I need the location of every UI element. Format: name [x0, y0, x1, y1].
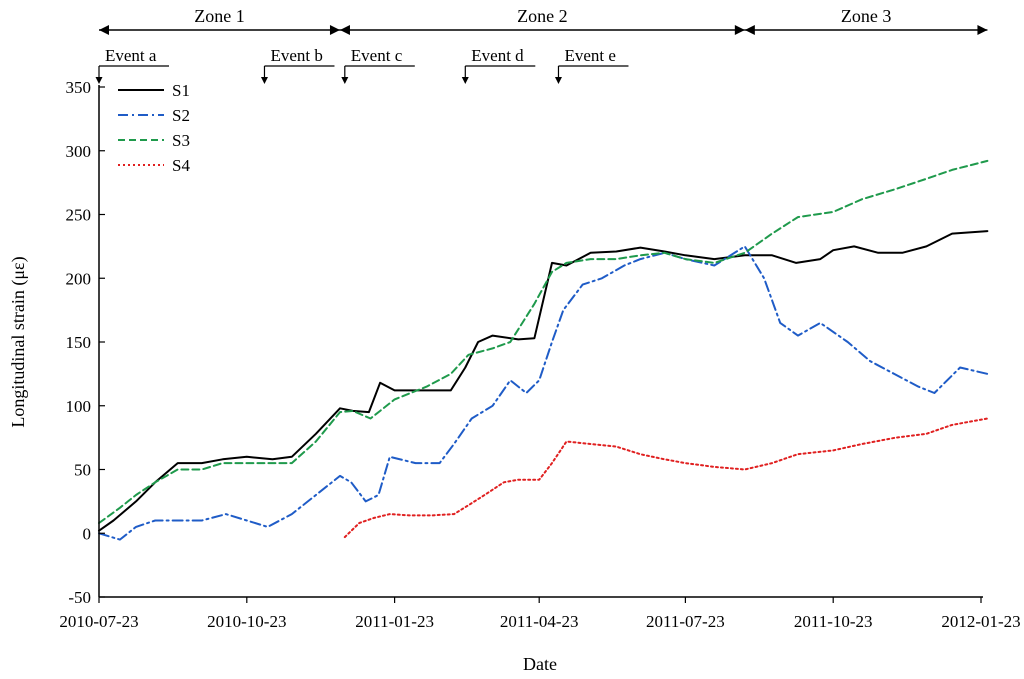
event-arrowhead — [554, 77, 562, 84]
legend-label-s2: S2 — [172, 106, 190, 125]
event-arrowhead — [341, 77, 349, 84]
legend-label-s4: S4 — [172, 156, 190, 175]
series-lines — [98, 159, 989, 541]
x-tick-label: 2011-07-23 — [646, 612, 725, 631]
zone-annotations: Zone 1 Zone 2 Zone 3 — [99, 6, 988, 35]
x-tick-label: 2010-10-23 — [207, 612, 286, 631]
zone-label: Zone 1 — [194, 6, 244, 26]
event-label: Event b — [270, 46, 322, 65]
y-tick-label: 100 — [66, 397, 92, 416]
zone-arrowhead-left — [744, 25, 755, 35]
event-label: Event d — [471, 46, 524, 65]
legend: S1 S2 S3 S4 — [118, 81, 190, 175]
series-line-s3 — [98, 159, 989, 524]
axes: -50 0 50 100 150 200 250 300 350 2010-07-23 2010-1… — [8, 78, 1021, 674]
zone-arrowhead-right — [734, 25, 745, 35]
y-axis-title: Longitudinal strain (με) — [8, 256, 29, 427]
y-tick-label: 300 — [66, 142, 92, 161]
series-line-s2 — [98, 245, 989, 541]
series-line-s4 — [343, 417, 989, 539]
event-label: Event e — [564, 46, 615, 65]
y-tick-label: 250 — [66, 206, 92, 225]
event-label: Event a — [105, 46, 157, 65]
zone-arrowhead-left — [99, 25, 109, 35]
x-tick-label: 2010-07-23 — [59, 612, 138, 631]
x-tick-label: 2011-10-23 — [794, 612, 873, 631]
event-arrowhead — [95, 77, 103, 84]
y-tick-label: 0 — [83, 524, 92, 543]
event-arrowhead — [260, 77, 268, 84]
event-label: Event c — [351, 46, 403, 65]
y-tick-label: -50 — [68, 588, 91, 607]
zone-label: Zone 2 — [517, 6, 567, 26]
x-tick-label: 2011-01-23 — [355, 612, 434, 631]
y-tick-label: 350 — [66, 78, 92, 97]
legend-label-s3: S3 — [172, 131, 190, 150]
event-arrowhead — [461, 77, 469, 84]
zone-arrowhead-right — [329, 25, 340, 35]
x-tick-label: 2011-04-23 — [500, 612, 579, 631]
series-line-s1 — [98, 230, 989, 532]
zone-label: Zone 3 — [841, 6, 891, 26]
y-tick-label: 150 — [66, 333, 92, 352]
event-annotations: Event a Event b Event c Event d Event e — [95, 46, 629, 84]
x-tick-label: 2012-01-23 — [941, 612, 1020, 631]
y-tick-label: 200 — [66, 269, 92, 288]
y-tick-label: 50 — [74, 461, 91, 480]
zone-arrowhead-right — [977, 25, 988, 35]
zone-arrowhead-left — [339, 25, 350, 35]
legend-label-s1: S1 — [172, 81, 190, 100]
x-axis-title: Date — [523, 654, 557, 674]
